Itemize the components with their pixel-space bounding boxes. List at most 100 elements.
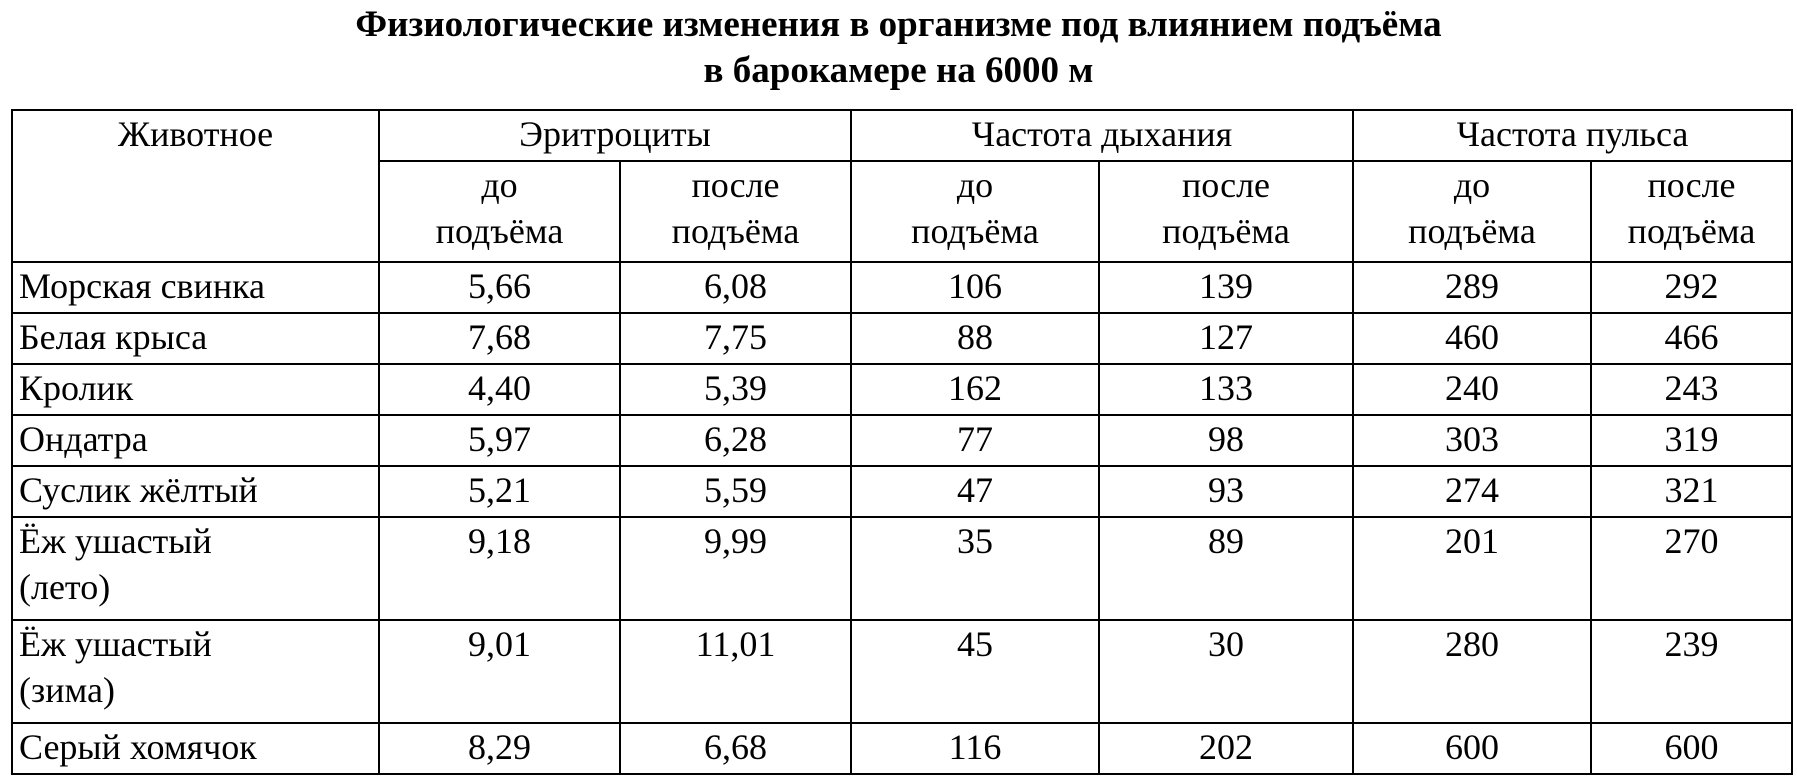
subheader-line: подъёма bbox=[435, 211, 564, 251]
value-cell: 240 bbox=[1352, 363, 1592, 416]
table-row: Ёж ушастый (зима) 9,01 11,01 45 30 280 239 bbox=[11, 619, 1793, 724]
animal-cell: Кролик bbox=[11, 363, 380, 416]
animal-name-line: Серый хомячок bbox=[19, 727, 257, 767]
value-cell: 93 bbox=[1098, 465, 1354, 518]
subheader-before: до подъёма bbox=[850, 160, 1100, 263]
value-cell: 88 bbox=[850, 312, 1100, 365]
table-row: Белая крыса 7,68 7,75 88 127 460 466 bbox=[11, 312, 1793, 365]
subheader-line: до bbox=[481, 165, 518, 205]
value-cell: 77 bbox=[850, 414, 1100, 467]
header-erythrocytes: Эритроциты bbox=[378, 109, 852, 162]
subheader-line: подъёма bbox=[911, 211, 1039, 251]
value-cell: 5,59 bbox=[619, 465, 852, 518]
value-cell: 243 bbox=[1590, 363, 1793, 416]
subheader-line: подъёма bbox=[1408, 211, 1536, 251]
value-cell: 5,39 bbox=[619, 363, 852, 416]
subheader-after: после подъёма bbox=[1098, 160, 1354, 263]
animal-name-line: Ёж ушастый bbox=[19, 624, 212, 664]
table-row: Морская свинка 5,66 6,08 106 139 289 292 bbox=[11, 261, 1793, 314]
value-cell: 8,29 bbox=[378, 722, 621, 775]
value-cell: 280 bbox=[1352, 619, 1592, 724]
animal-cell: Белая крыса bbox=[11, 312, 380, 365]
animal-name-line: Ёж ушастый bbox=[19, 521, 212, 561]
value-cell: 6,28 bbox=[619, 414, 852, 467]
value-cell: 600 bbox=[1590, 722, 1793, 775]
value-cell: 7,68 bbox=[378, 312, 621, 365]
animal-cell: Серый хомячок bbox=[11, 722, 380, 775]
value-cell: 321 bbox=[1590, 465, 1793, 518]
value-cell: 239 bbox=[1590, 619, 1793, 724]
animal-name-line: (зима) bbox=[19, 670, 115, 710]
value-cell: 127 bbox=[1098, 312, 1354, 365]
table-row: Ёж ушастый (лето) 9,18 9,99 35 89 201 270 bbox=[11, 516, 1793, 621]
value-cell: 11,01 bbox=[619, 619, 852, 724]
value-cell: 466 bbox=[1590, 312, 1793, 365]
subheader-line: до bbox=[956, 165, 994, 205]
animal-cell: Ёж ушастый (зима) bbox=[11, 619, 380, 724]
value-cell: 5,66 bbox=[378, 261, 621, 314]
title-line-2: в барокамере на 6000 м bbox=[703, 50, 1094, 91]
header-row-groups: Животное Эритроциты Частота дыхания Част… bbox=[11, 109, 1793, 263]
value-cell: 9,18 bbox=[378, 516, 621, 621]
animal-cell: Суслик жёлтый bbox=[11, 465, 380, 518]
document-title: Физиологические изменения в организме по… bbox=[0, 2, 1797, 94]
table-row: Серый хомячок 8,29 6,68 116 202 600 600 bbox=[11, 722, 1793, 775]
value-cell: 460 bbox=[1352, 312, 1592, 365]
subheader-line: после bbox=[1647, 165, 1736, 205]
animal-name-line: Суслик жёлтый bbox=[19, 470, 258, 510]
value-cell: 133 bbox=[1098, 363, 1354, 416]
value-cell: 6,68 bbox=[619, 722, 852, 775]
subheader-line: после bbox=[691, 165, 780, 205]
animal-name-line: Ондатра bbox=[19, 419, 148, 459]
header-respiration-rate: Частота дыхания bbox=[850, 109, 1354, 162]
value-cell: 5,21 bbox=[378, 465, 621, 518]
table-row: Кролик 4,40 5,39 162 133 240 243 bbox=[11, 363, 1793, 416]
value-cell: 162 bbox=[850, 363, 1100, 416]
value-cell: 98 bbox=[1098, 414, 1354, 467]
value-cell: 6,08 bbox=[619, 261, 852, 314]
header-pulse-rate: Частота пульса bbox=[1352, 109, 1793, 162]
header-animal: Животное bbox=[11, 109, 380, 263]
subheader-line: подъёма bbox=[1162, 211, 1290, 251]
subheader-after: после подъёма bbox=[619, 160, 852, 263]
value-cell: 303 bbox=[1352, 414, 1592, 467]
value-cell: 139 bbox=[1098, 261, 1354, 314]
value-cell: 274 bbox=[1352, 465, 1592, 518]
value-cell: 106 bbox=[850, 261, 1100, 314]
value-cell: 9,01 bbox=[378, 619, 621, 724]
subheader-line: подъёма bbox=[671, 211, 800, 251]
animal-cell: Морская свинка bbox=[11, 261, 380, 314]
value-cell: 319 bbox=[1590, 414, 1793, 467]
value-cell: 600 bbox=[1352, 722, 1592, 775]
physiology-table: Животное Эритроциты Частота дыхания Част… bbox=[11, 109, 1793, 775]
value-cell: 30 bbox=[1098, 619, 1354, 724]
subheader-before: до подъёма bbox=[378, 160, 621, 263]
animal-name-line: Белая крыса bbox=[19, 317, 208, 357]
animal-cell: Ондатра bbox=[11, 414, 380, 467]
value-cell: 201 bbox=[1352, 516, 1592, 621]
value-cell: 47 bbox=[850, 465, 1100, 518]
subheader-before: до подъёма bbox=[1352, 160, 1592, 263]
value-cell: 4,40 bbox=[378, 363, 621, 416]
title-line-1: Физиологические изменения в организме по… bbox=[355, 4, 1442, 45]
subheader-line: после bbox=[1181, 165, 1271, 205]
animal-name-line: Кролик bbox=[19, 368, 134, 408]
value-cell: 270 bbox=[1590, 516, 1793, 621]
value-cell: 292 bbox=[1590, 261, 1793, 314]
subheader-after: после подъёма bbox=[1590, 160, 1793, 263]
subheader-line: подъёма bbox=[1627, 211, 1756, 251]
table-row: Ондатра 5,97 6,28 77 98 303 319 bbox=[11, 414, 1793, 467]
animal-name-line: (лето) bbox=[19, 567, 111, 607]
value-cell: 9,99 bbox=[619, 516, 852, 621]
animal-cell: Ёж ушастый (лето) bbox=[11, 516, 380, 621]
value-cell: 289 bbox=[1352, 261, 1592, 314]
value-cell: 89 bbox=[1098, 516, 1354, 621]
value-cell: 202 bbox=[1098, 722, 1354, 775]
subheader-line: до bbox=[1453, 165, 1491, 205]
value-cell: 35 bbox=[850, 516, 1100, 621]
animal-name-line: Морская свинка bbox=[19, 266, 266, 306]
value-cell: 116 bbox=[850, 722, 1100, 775]
value-cell: 7,75 bbox=[619, 312, 852, 365]
table-row: Суслик жёлтый 5,21 5,59 47 93 274 321 bbox=[11, 465, 1793, 518]
header-row-sub: до подъёма после подъёма до подъёма после подъё… bbox=[12, 160, 1793, 263]
